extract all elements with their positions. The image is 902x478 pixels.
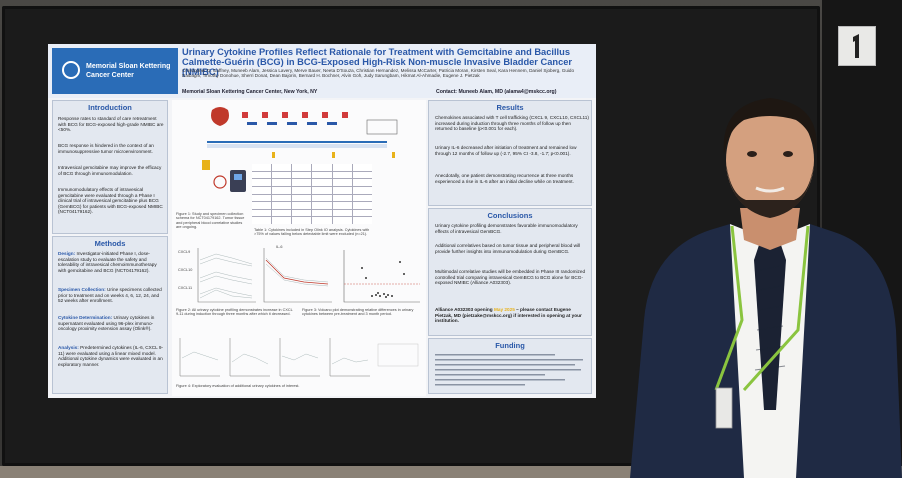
- conclusions-bullet: Additional correlatives based on tumor t…: [435, 243, 581, 254]
- figure-caption: Figure 2: All urinary cytokine profiling…: [176, 308, 293, 317]
- conclusions-panel: Conclusions Urinary cytokine profiling d…: [428, 208, 592, 336]
- results-panel: Results Chemokines associated with T cel…: [428, 100, 592, 206]
- alliance-text: Alliance A032303 opening: [435, 307, 494, 312]
- intro-bullet: Immunomodulatory effects of intravesical…: [58, 187, 163, 215]
- figure-caption: Figure 3: Volcano plot demonstrating rel…: [302, 308, 414, 317]
- exploratory-cytokine-plots: [179, 338, 419, 377]
- methods-label: Design:: [58, 251, 76, 256]
- methods-label: Specimen Collection:: [58, 287, 106, 292]
- logo-mark-icon: [62, 61, 80, 79]
- presenter-person: [630, 98, 902, 478]
- figure-caption: Table 1: Cytokines included in Step Olin…: [254, 228, 370, 237]
- logo-text-line: Memorial Sloan Kettering: [86, 63, 171, 70]
- methods-text: Investigator-initiated Phase I, dose-esc…: [58, 251, 157, 273]
- figures-panel: Figure 1: Study and specimen collection …: [172, 100, 426, 396]
- methods-label: Cytokine Determination:: [58, 315, 113, 320]
- plot-label: IL-6: [276, 245, 283, 249]
- plot-label: CXCL11: [178, 286, 193, 290]
- methods-text: Urine specimens collected prior to treat…: [58, 287, 162, 304]
- results-bullet: Anecdotally, one patient demonstrating r…: [435, 173, 574, 184]
- figure-caption: Figure 4: Exploratory evaluation of addi…: [176, 384, 300, 388]
- alliance-date: May 2025: [493, 307, 515, 312]
- methods-text: Urinary cytokines in supernatant evaluat…: [58, 315, 155, 332]
- contact-line: Contact: Muneeb Alam, MD (alama4@mskcc.o…: [436, 89, 557, 95]
- section-heading: Introduction: [88, 103, 132, 112]
- funding-panel: Funding: [428, 338, 592, 394]
- alliance-text: – please contact Eugene Pietzak, MD (pie…: [435, 307, 582, 324]
- conclusions-bullet: Urinary cytokine profiling demonstrates …: [435, 223, 578, 234]
- section-heading: Results: [496, 103, 524, 112]
- introduction-panel: Introduction Response rates to standard …: [52, 100, 168, 234]
- cytokine-table: [252, 164, 372, 224]
- methods-text: Predetermined cytokines (IL-6, CXCL 9-11…: [58, 345, 164, 367]
- results-bullet: Chemokines associated with T cell traffi…: [435, 115, 589, 132]
- plot-label: CXCL9: [178, 250, 191, 254]
- alliance-callout: Alliance A032303 opening May 2025 – plea…: [435, 307, 589, 324]
- author-list: Christopher D. Gaffney, Muneeb Alam, Jes…: [182, 68, 575, 79]
- plot-label: CXCL10: [178, 268, 193, 272]
- volcano-plot: [343, 250, 420, 303]
- methods-item: Design: Investigator-initiated Phase I, …: [58, 251, 164, 273]
- poster-header: Memorial Sloan Kettering Cancer Center U…: [48, 44, 596, 98]
- logo-text-line: Cancer Center: [86, 72, 134, 79]
- section-heading: Funding: [495, 341, 525, 350]
- results-bullet: Urinary IL-6 decreased after initiation …: [435, 145, 577, 156]
- methods-label: Analysis:: [58, 345, 79, 350]
- methods-item: Analysis: Predetermined cytokines (IL-6,…: [58, 345, 164, 367]
- section-heading: Conclusions: [487, 211, 533, 220]
- intro-bullet: Response rates to standard of care retre…: [58, 116, 164, 133]
- institution-line: Memorial Sloan Kettering Cancer Center, …: [182, 89, 318, 95]
- poster-title: Urinary Cytokine Profiles Reflect Ration…: [182, 47, 573, 77]
- intro-bullet: BCG response is hindered in the context …: [58, 143, 154, 154]
- intro-bullet: Intravesical gemcitabine may improve the…: [58, 165, 162, 176]
- institution-logo: Memorial Sloan Kettering Cancer Center: [52, 48, 178, 94]
- methods-item: Cytokine Determination: Urinary cytokine…: [58, 315, 164, 332]
- methods-panel: Methods Design: Investigator-initiated P…: [52, 236, 168, 394]
- board-number-placard: [838, 26, 876, 66]
- cytokine-trend-plots: [197, 248, 332, 303]
- figure-caption: Figure 1: Study and specimen collection …: [176, 212, 245, 230]
- funding-text-lines: [435, 354, 583, 386]
- conclusions-bullet: Multimodal correlative studies will be e…: [435, 269, 586, 286]
- research-poster: Memorial Sloan Kettering Cancer Center U…: [48, 44, 596, 398]
- section-heading: Methods: [94, 239, 126, 248]
- methods-item: Specimen Collection: Urine specimens col…: [58, 287, 164, 304]
